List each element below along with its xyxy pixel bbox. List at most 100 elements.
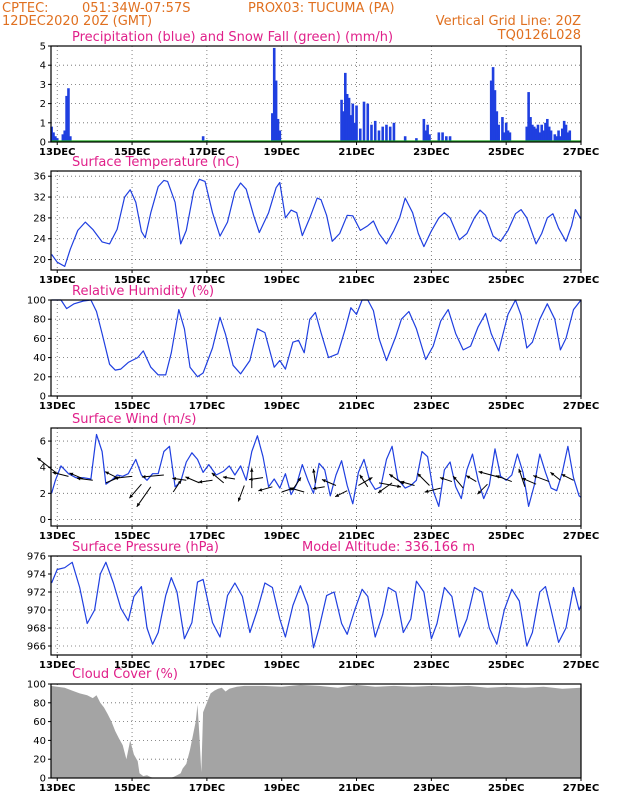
wind-vector-head: [453, 476, 457, 480]
pressure-ytick-label: 972: [27, 588, 46, 599]
precip-bar: [538, 132, 542, 142]
precip-bar: [422, 118, 426, 142]
precip-bar: [358, 128, 362, 142]
wind-vector-head: [185, 476, 190, 480]
precip-bar: [448, 136, 452, 142]
temp-line: [51, 178, 582, 267]
wind-vector-head: [114, 476, 118, 480]
wind-vector-head: [250, 468, 254, 472]
rh-panel: Relative Humidity (%) 0 20 40 60 80 100 13DEC 1…: [27, 284, 599, 412]
precip-bar: [540, 124, 544, 142]
wind-vector-head: [52, 471, 57, 475]
wind-vector-head: [518, 468, 522, 473]
precip-bar: [489, 80, 493, 142]
wind-vector-head: [211, 472, 216, 477]
temp-xtick-label: 15DEC: [114, 275, 150, 286]
precip-bar: [415, 138, 418, 142]
wind-xtick-label: 15DEC: [114, 531, 150, 542]
precip-xtick-label: 23DEC: [413, 147, 449, 158]
wind-vector-head: [177, 480, 182, 484]
precip-bar: [564, 124, 568, 142]
precip-bar: [495, 111, 499, 142]
wind-vector-head: [439, 477, 444, 481]
precip-ytick-label: 3: [40, 80, 46, 91]
pressure-ytick-label: 968: [27, 624, 46, 635]
precip-bar: [501, 117, 504, 142]
cloud-title: Cloud Cover (%): [72, 667, 178, 682]
precip-bar: [403, 136, 407, 142]
cloud-xtick-label: 13DEC: [39, 783, 75, 794]
precip-bar: [568, 130, 572, 142]
precip-bar: [437, 132, 441, 142]
precip-bar: [63, 130, 67, 142]
temp-frame: [50, 170, 582, 271]
rh-xtick-label: 15DEC: [114, 401, 150, 412]
wind-vector-head: [237, 497, 242, 502]
wind-vector-head: [249, 477, 253, 481]
precip-bar: [276, 118, 280, 142]
precip-bar: [441, 132, 444, 142]
rh-line: [51, 299, 582, 378]
precip-bar: [547, 126, 551, 142]
wind-vector-head: [561, 474, 566, 478]
precip-bar: [388, 126, 392, 142]
rh-xtick-label: 17DEC: [189, 401, 225, 412]
precip-bar: [549, 130, 553, 142]
wind-xtick-label: 21DEC: [338, 531, 374, 542]
precip-bar: [424, 130, 428, 142]
pressure-line: [51, 561, 582, 649]
rh-xtick-label: 25DEC: [488, 401, 524, 412]
precip-bar: [562, 120, 566, 142]
wind-vector-head: [550, 472, 555, 476]
precip-xtick-label: 17DEC: [189, 147, 225, 158]
precip-bar: [428, 134, 431, 142]
precip-bar: [542, 130, 545, 142]
cloud-xtick-label: 19DEC: [264, 783, 300, 794]
pressure-title: Surface Pressure (hPa): [72, 540, 219, 555]
precip-bar: [392, 122, 396, 142]
precip-bar: [560, 128, 564, 142]
wind-ytick-label: 2: [40, 489, 46, 500]
rh-xtick-label: 27DEC: [563, 401, 599, 412]
temp-xtick-label: 23DEC: [413, 275, 449, 286]
wind-vector-head: [141, 475, 146, 479]
precip-bar: [349, 115, 353, 142]
precip-frame: [50, 45, 582, 143]
precip-xtick-label: 15DEC: [114, 147, 150, 158]
precip-bar: [566, 132, 570, 142]
wind-xtick-label: 19DEC: [264, 531, 300, 542]
rh-frame: [50, 299, 582, 397]
rh-ytick-label: 80: [33, 315, 46, 326]
precip-bar: [445, 136, 448, 142]
temp-xtick-label: 21DEC: [338, 275, 374, 286]
pressure-ytick-label: 976: [27, 552, 46, 563]
wind-vector-head: [478, 470, 483, 475]
wind-panel: Surface Wind (m/s) 0 2 4 6 13DEC 15DEC 17DEC 19…: [36, 412, 599, 542]
precip-xtick-label: 21DEC: [338, 147, 374, 158]
precip-xtick-label: 13DEC: [39, 147, 75, 158]
pressure-ytick-label: 974: [27, 570, 46, 581]
wind-frame: [50, 427, 582, 527]
precip-ytick-label: 5: [40, 42, 46, 53]
precip-bar: [377, 130, 381, 142]
precip-bar: [525, 126, 529, 142]
cloud-ytick-label: 0: [40, 774, 46, 785]
cloud-ytick-label: 60: [33, 717, 46, 728]
precip-bar: [553, 134, 557, 142]
precip-bar: [504, 122, 508, 142]
pressure-frame: [50, 555, 582, 656]
temp-xtick-label: 27DEC: [563, 275, 599, 286]
precip-bar: [531, 124, 534, 142]
wind-vector-head: [198, 480, 203, 484]
precip-bar: [50, 126, 53, 142]
precip-bar: [351, 103, 355, 142]
cloud-ytick-label: 80: [33, 698, 46, 709]
precip-bar: [546, 118, 549, 142]
temp-ytick-label: 20: [33, 255, 46, 266]
precip-bar: [497, 124, 500, 142]
wind-vector-head: [359, 474, 364, 479]
wind-vector-head: [258, 488, 263, 492]
precip-bar: [555, 136, 558, 142]
